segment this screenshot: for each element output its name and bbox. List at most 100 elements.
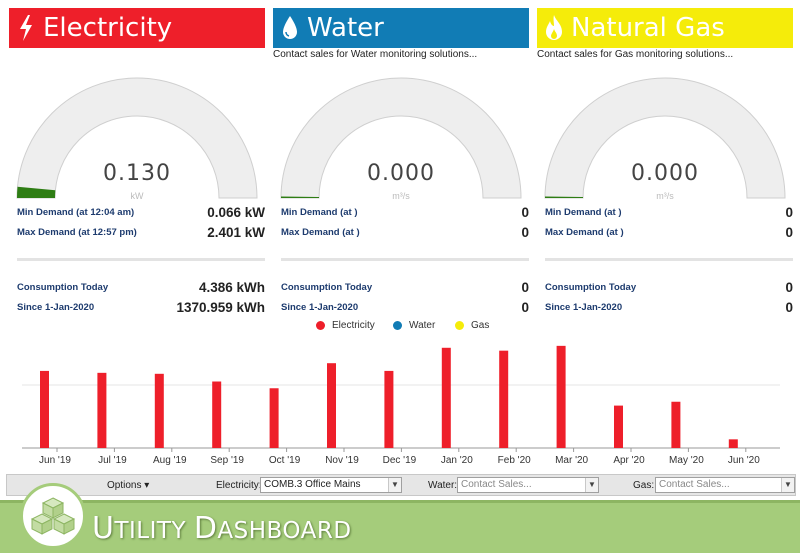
gauge-track (544, 77, 786, 199)
demand-gauge: 0.000 m³/s (537, 63, 793, 203)
electricity-header: Electricity (9, 8, 265, 48)
contact-note (9, 49, 265, 61)
max-demand-value: 2.401 kW (207, 225, 265, 240)
consumption-today-label: Consumption Today (17, 282, 109, 293)
since-label: Since 1-Jan-2020 (281, 302, 359, 313)
x-tick-label: Jun '20 (728, 455, 760, 466)
gauge-track (280, 77, 522, 199)
max-demand-row: Max Demand (at ) 0 (545, 225, 793, 243)
x-tick-label: Dec '19 (383, 455, 417, 466)
divider (17, 258, 265, 261)
since-value: 0 (521, 300, 529, 315)
gauge-value: 0.000 (367, 161, 435, 186)
max-demand-value: 0 (785, 225, 793, 240)
consumption-today-value: 0 (785, 280, 793, 295)
contact-note: Contact sales for Water monitoring solut… (273, 49, 478, 60)
electricity-panel: Electricity 0.130 kW Min Demand (at 12:0… (9, 0, 265, 320)
bar-electricity[interactable] (614, 405, 623, 448)
gauge-value: 0.130 (103, 161, 171, 186)
bar-electricity[interactable] (269, 388, 279, 448)
panel-title: Natural Gas (571, 13, 725, 43)
consumption-today-label: Consumption Today (545, 282, 637, 293)
legend-item-gas[interactable]: Gas (455, 320, 489, 331)
bar-electricity[interactable] (97, 372, 107, 448)
legend-item-electricity[interactable]: Electricity (316, 320, 375, 331)
demand-gauge: 0.130 kW (9, 63, 265, 203)
since-label: Since 1-Jan-2020 (17, 302, 95, 313)
consumption-today-value: 4.386 kWh (198, 280, 265, 295)
max-demand-label: Max Demand (at ) (281, 227, 360, 238)
electricity-select-value: COMB.3 Office Mains (264, 479, 361, 490)
x-tick-label: Jul '19 (98, 455, 127, 466)
divider (545, 258, 793, 261)
legend-dot (455, 321, 464, 330)
since-value: 1370.959 kWh (176, 300, 265, 315)
x-tick-label: Jan '20 (441, 455, 473, 466)
water-header: Water (273, 8, 529, 48)
cubes-logo-icon (20, 483, 86, 549)
bar-electricity[interactable] (212, 381, 222, 448)
max-demand-label: Max Demand (at ) (545, 227, 624, 238)
electricity-meter-select[interactable]: COMB.3 Office Mains ▼ (260, 477, 402, 493)
consumption-today-label: Consumption Today (281, 282, 373, 293)
x-tick-label: May '20 (669, 455, 704, 466)
bar-electricity[interactable] (671, 401, 681, 448)
gauge-fill (281, 196, 320, 198)
min-demand-value: 0.066 kW (207, 205, 265, 220)
max-demand-value: 0 (521, 225, 529, 240)
min-demand-row: Min Demand (at 12:04 am) 0.066 kW (17, 205, 265, 223)
bar-electricity[interactable] (384, 370, 394, 448)
x-tick-label: Nov '19 (325, 455, 359, 466)
water-panel: Water Contact sales for Water monitoring… (273, 0, 529, 320)
footer-banner: UTILITY DASHBOARD (0, 483, 800, 553)
selection-toolbar: Options ▾ Electricity: COMB.3 Office Mai… (6, 474, 796, 496)
x-tick-label: Aug '19 (153, 455, 187, 466)
water-selector-label: Water: (428, 480, 458, 491)
gauge-unit: kW (130, 191, 144, 201)
x-tick-label: Jun '19 (39, 455, 71, 466)
bar-electricity[interactable] (154, 373, 164, 448)
title-rest-2: ASHBOARD (217, 518, 352, 544)
min-demand-row: Min Demand (at ) 0 (281, 205, 529, 223)
monthly-consumption-chart: Jun '19 Jul '19 Aug '19 Sep '19 Oct '19 Nov '… (22, 345, 780, 466)
options-menu[interactable]: Options ▾ (107, 480, 150, 491)
since-row: Since 1-Jan-2020 0 (281, 300, 529, 318)
legend-item-water[interactable]: Water (393, 320, 435, 331)
min-demand-label: Min Demand (at 12:04 am) (17, 207, 135, 218)
title-initial: U (92, 511, 115, 546)
since-label: Since 1-Jan-2020 (545, 302, 623, 313)
bar-electricity[interactable] (327, 363, 336, 448)
divider (281, 258, 529, 261)
min-demand-value: 0 (521, 205, 529, 220)
since-row: Since 1-Jan-2020 0 (545, 300, 793, 318)
dashboard-title: UTILITY DASHBOARD (92, 511, 352, 546)
water-meter-select[interactable]: Contact Sales... ▼ (457, 477, 599, 493)
bar-electricity[interactable] (556, 345, 566, 448)
consumption-today-row: Consumption Today 4.386 kWh (17, 280, 265, 298)
bar-electricity[interactable] (441, 347, 451, 448)
panel-title: Water (307, 13, 384, 43)
bar-electricity[interactable] (40, 370, 49, 448)
x-tick-label: Mar '20 (555, 455, 588, 466)
x-tick-label: Feb '20 (498, 455, 531, 466)
since-value: 0 (785, 300, 793, 315)
max-demand-row: Max Demand (at 12:57 pm) 2.401 kW (17, 225, 265, 243)
gauge-fill (545, 196, 584, 198)
max-demand-row: Max Demand (at ) 0 (281, 225, 529, 243)
consumption-today-row: Consumption Today 0 (281, 280, 529, 298)
legend-dot (316, 321, 325, 330)
min-demand-label: Min Demand (at ) (545, 207, 622, 218)
bar-electricity[interactable] (499, 350, 509, 448)
bar-electricity[interactable] (728, 439, 738, 448)
contact-note: Contact sales for Gas monitoring solutio… (537, 49, 734, 60)
gas-selector-label: Gas: (633, 480, 655, 491)
min-demand-value: 0 (785, 205, 793, 220)
min-demand-row: Min Demand (at ) 0 (545, 205, 793, 223)
chevron-down-icon: ▼ (781, 478, 794, 492)
water-drop-icon (275, 8, 305, 48)
gas-meter-select[interactable]: Contact Sales... ▼ (655, 477, 795, 493)
gauge-track (16, 77, 258, 199)
min-demand-label: Min Demand (at ) (281, 207, 358, 218)
consumption-today-row: Consumption Today 0 (545, 280, 793, 298)
title-initial-2: D (193, 511, 218, 546)
